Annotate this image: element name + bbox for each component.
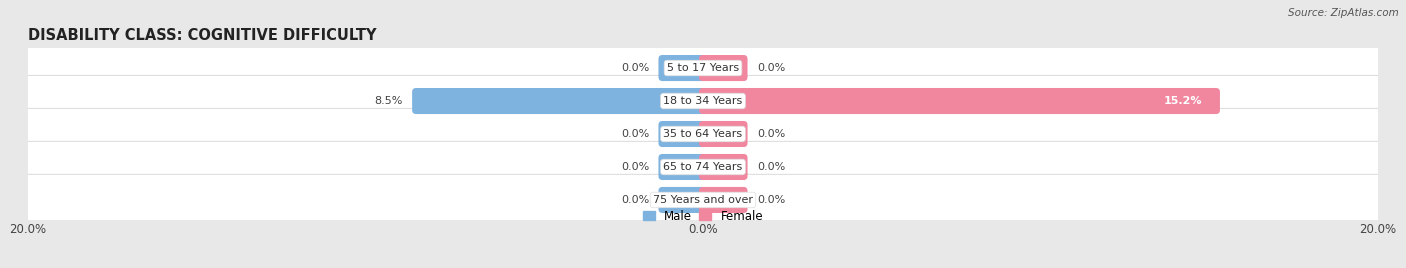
Text: 5 to 17 Years: 5 to 17 Years — [666, 63, 740, 73]
Text: 0.0%: 0.0% — [621, 63, 650, 73]
FancyBboxPatch shape — [699, 55, 748, 81]
FancyBboxPatch shape — [658, 154, 707, 180]
FancyBboxPatch shape — [699, 187, 748, 213]
Legend: Male, Female: Male, Female — [638, 205, 768, 228]
Text: 0.0%: 0.0% — [756, 129, 785, 139]
Text: 0.0%: 0.0% — [621, 162, 650, 172]
FancyBboxPatch shape — [18, 42, 1388, 94]
FancyBboxPatch shape — [18, 75, 1388, 127]
Text: Source: ZipAtlas.com: Source: ZipAtlas.com — [1288, 8, 1399, 18]
FancyBboxPatch shape — [658, 121, 707, 147]
FancyBboxPatch shape — [412, 88, 707, 114]
Text: 0.0%: 0.0% — [621, 195, 650, 205]
Text: 0.0%: 0.0% — [756, 195, 785, 205]
FancyBboxPatch shape — [658, 187, 707, 213]
Text: 0.0%: 0.0% — [756, 63, 785, 73]
Text: 75 Years and over: 75 Years and over — [652, 195, 754, 205]
FancyBboxPatch shape — [18, 174, 1388, 226]
Text: 0.0%: 0.0% — [621, 129, 650, 139]
Text: 35 to 64 Years: 35 to 64 Years — [664, 129, 742, 139]
Text: DISABILITY CLASS: COGNITIVE DIFFICULTY: DISABILITY CLASS: COGNITIVE DIFFICULTY — [28, 28, 377, 43]
FancyBboxPatch shape — [699, 154, 748, 180]
Text: 0.0%: 0.0% — [756, 162, 785, 172]
FancyBboxPatch shape — [699, 88, 1220, 114]
FancyBboxPatch shape — [18, 108, 1388, 160]
Text: 8.5%: 8.5% — [374, 96, 402, 106]
FancyBboxPatch shape — [699, 121, 748, 147]
FancyBboxPatch shape — [658, 55, 707, 81]
Text: 15.2%: 15.2% — [1164, 96, 1202, 106]
FancyBboxPatch shape — [18, 141, 1388, 193]
Text: 65 to 74 Years: 65 to 74 Years — [664, 162, 742, 172]
Text: 18 to 34 Years: 18 to 34 Years — [664, 96, 742, 106]
